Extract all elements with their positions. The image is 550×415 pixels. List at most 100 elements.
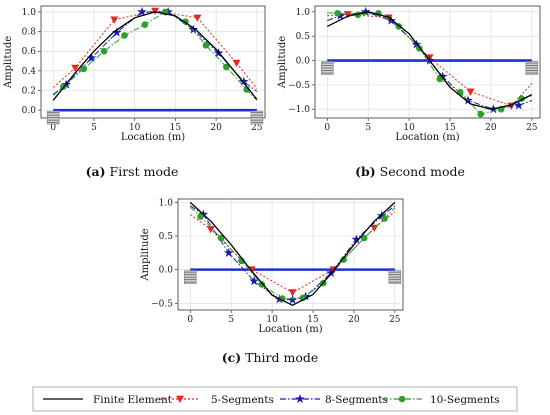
legend-marker-s8 xyxy=(295,394,305,404)
series-marker-s10 xyxy=(100,47,108,55)
series-marker-s10 xyxy=(141,21,149,28)
panel-caption-text: First mode xyxy=(106,164,179,179)
series-marker-s8 xyxy=(335,10,346,20)
x-tick-label: 15 xyxy=(307,315,319,325)
legend: Finite Element 5-Segments 8-Segments 10-Seg… xyxy=(32,386,518,412)
y-tick-label: −0.5 xyxy=(288,81,310,91)
series-marker-s8 xyxy=(437,71,448,81)
series-marker-s8 xyxy=(86,53,97,63)
y-tick-label: 0.5 xyxy=(159,232,174,242)
chart-panel-3: 0 5 10 15 20 25 −0.5 0.0 0.5 1.0 Location (m) Ampli… xyxy=(140,198,404,365)
series-marker-s10 xyxy=(360,234,368,242)
x-axis-label: Location (m) xyxy=(395,132,459,143)
y-tick-label: 1.0 xyxy=(159,198,174,208)
panel-caption-text: Third mode xyxy=(241,350,318,365)
series-marker-s10 xyxy=(197,213,204,220)
series-marker-s5 xyxy=(466,88,475,96)
right-spring-support xyxy=(525,61,539,75)
series-marker-s10 xyxy=(436,75,444,83)
x-tick-label: 10 xyxy=(129,123,141,133)
x-tick-label: 15 xyxy=(444,123,456,133)
y-tick-label: 0.4 xyxy=(22,67,37,77)
x-axis-label: Location (m) xyxy=(121,132,185,143)
y-tick-label: 0.0 xyxy=(159,266,174,276)
x-tick-label: 20 xyxy=(210,123,222,133)
series-marker-s10 xyxy=(279,295,286,302)
series-line-s10 xyxy=(52,11,258,101)
right-spring-support xyxy=(250,110,264,125)
series-marker-s8 xyxy=(188,24,199,34)
series-line-fe xyxy=(52,11,258,101)
series-marker-s8 xyxy=(351,234,362,244)
x-tick-label: 25 xyxy=(389,315,401,325)
series-marker-s8 xyxy=(223,247,234,257)
series-marker-s8 xyxy=(513,100,524,110)
y-tick-label: 1.0 xyxy=(296,8,311,18)
x-tick-label: 25 xyxy=(526,123,538,133)
series-marker-s10 xyxy=(202,41,210,49)
series-marker-s8 xyxy=(326,268,336,278)
series-marker-s8 xyxy=(360,6,371,16)
x-tick-label: 15 xyxy=(170,123,182,133)
y-axis-label: Amplitude xyxy=(3,36,14,89)
legend-box xyxy=(32,386,518,412)
right-spring-support xyxy=(388,270,402,284)
series-marker-s8 xyxy=(239,76,249,86)
y-axis-label: Amplitude xyxy=(140,228,151,281)
y-tick-label: 0.8 xyxy=(22,28,37,38)
series-marker-s10 xyxy=(80,65,88,73)
series-marker-s10 xyxy=(217,234,225,242)
series-marker-s10 xyxy=(340,256,347,263)
chart-panel-2: 0 5 10 15 20 25 −1.0 −0.5 0.0 0.5 1.0 Location (m) A… xyxy=(277,5,541,179)
series-marker-s5 xyxy=(110,16,119,24)
series-marker-s5 xyxy=(193,14,202,22)
series-marker-s8 xyxy=(287,294,298,304)
y-tick-label: 0.5 xyxy=(296,32,311,42)
series-line-s10 xyxy=(189,206,396,300)
y-tick-label: −1.0 xyxy=(288,105,310,115)
x-tick-label: 10 xyxy=(266,315,278,325)
legend-label-fe: Finite Element xyxy=(93,394,173,406)
x-tick-label: 0 xyxy=(50,123,56,133)
panel-caption-tag: (b) xyxy=(355,164,376,179)
x-axis-label: Location (m) xyxy=(258,324,322,335)
left-spring-support xyxy=(46,110,60,125)
y-tick-label: 0.6 xyxy=(22,47,37,57)
series-marker-s10 xyxy=(258,281,266,288)
plot-area xyxy=(40,5,266,119)
legend-label-s8: 8-Segments xyxy=(325,394,388,406)
x-tick-label: 20 xyxy=(348,315,360,325)
y-tick-label: −0.5 xyxy=(151,299,173,309)
panel-caption-tag: (c) xyxy=(222,350,241,365)
x-tick-label: 5 xyxy=(91,123,97,133)
x-tick-label: 10 xyxy=(403,123,415,133)
legend-label-s10: 10-Segments xyxy=(430,394,500,406)
x-tick-label: 20 xyxy=(485,123,497,133)
left-spring-support xyxy=(183,270,197,284)
plot-area xyxy=(177,198,404,311)
x-tick-label: 0 xyxy=(324,123,330,133)
x-tick-label: 0 xyxy=(187,315,193,325)
panel-caption-text: Second mode xyxy=(376,164,465,179)
series-marker-s8 xyxy=(376,210,387,220)
legend-marker-s5 xyxy=(176,395,184,403)
y-axis-label: Amplitude xyxy=(277,36,288,89)
panel-caption: (b) Second mode xyxy=(355,164,465,179)
series-marker-s8 xyxy=(112,27,122,37)
y-tick-label: 0.0 xyxy=(296,57,311,67)
series-marker-s5 xyxy=(343,11,352,19)
series-marker-s5 xyxy=(288,289,297,297)
x-tick-label: 5 xyxy=(228,315,234,325)
legend-label-s5: 5-Segments xyxy=(211,394,274,406)
series-marker-s10 xyxy=(381,215,388,222)
series-marker-s5 xyxy=(232,59,241,67)
series-marker-s8 xyxy=(386,15,396,25)
chart-panel-1: 0 5 10 15 20 25 0.0 0.2 0.4 0.6 0.8 1.0 Location (m)… xyxy=(3,5,266,179)
series-marker-s10 xyxy=(223,63,230,71)
series-marker-s10 xyxy=(334,10,341,17)
panel-caption: (c) Third mode xyxy=(222,350,319,365)
series-line-fe xyxy=(189,201,396,307)
series-line-fe xyxy=(326,11,533,110)
legend-marker-s10 xyxy=(398,395,406,403)
